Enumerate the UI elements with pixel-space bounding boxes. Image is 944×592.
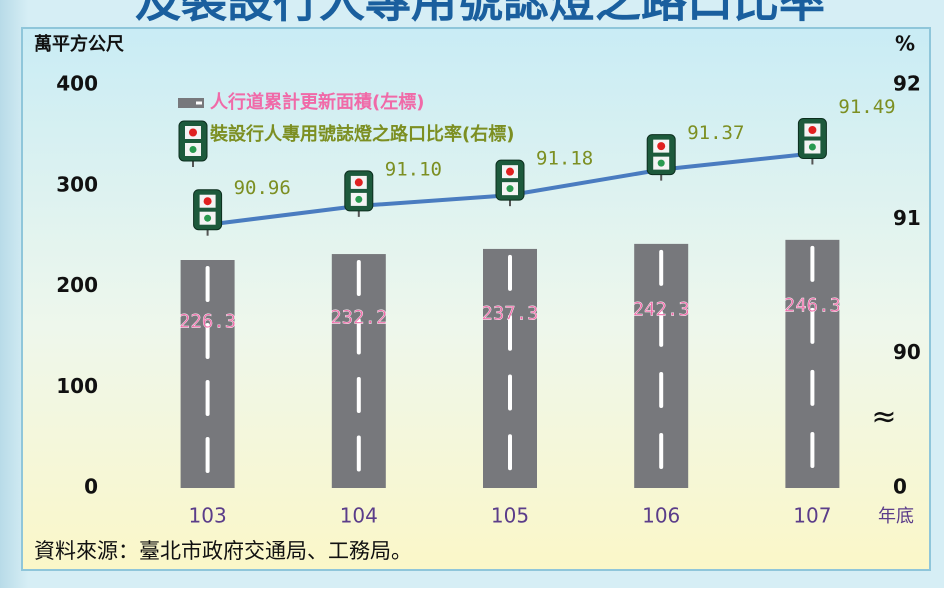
line-marker	[495, 159, 525, 207]
x-tick-label: 104	[340, 504, 378, 528]
y2-tick-label: 92	[893, 72, 921, 96]
line-value-label: 91.18	[536, 148, 593, 170]
y-axis-label: 萬平方公尺	[34, 33, 124, 55]
bar-value-label: 246.3	[784, 295, 841, 317]
icon-red-figure	[506, 167, 514, 176]
line-marker	[646, 134, 676, 181]
y2-tick-label: 90	[893, 340, 921, 364]
legend-swatch	[178, 98, 204, 108]
x-tick-label: 103	[189, 504, 227, 528]
x-tick-label: 106	[642, 504, 680, 528]
icon-green-figure	[506, 185, 514, 193]
icon-green-figure	[204, 214, 212, 222]
chart-title: 及裝設行人專用號誌燈之路口比率	[135, 0, 825, 28]
y2-tick-label: 0	[893, 475, 907, 499]
icon-red-figure	[354, 178, 363, 187]
line-marker	[797, 118, 827, 165]
line-value-label: 91.10	[385, 158, 442, 180]
y-tick-label: 0	[84, 475, 98, 499]
y2-axis-label: %	[895, 32, 915, 56]
panel	[21, 27, 931, 571]
icon-green-figure	[808, 143, 816, 151]
line-value-label: 90.96	[234, 177, 291, 199]
line-marker	[193, 189, 223, 236]
x-tick-label: 105	[491, 504, 529, 528]
bar-value-label: 242.3	[633, 299, 690, 321]
y-tick-label: 100	[56, 374, 98, 398]
icon-red-figure	[657, 142, 666, 151]
y2-tick-label: 91	[893, 206, 921, 230]
bar-value-label: 232.2	[330, 307, 387, 329]
bar-value-label: 226.3	[179, 311, 236, 333]
y-tick-label: 400	[56, 72, 98, 96]
legend-label: 裝設行人專用號誌燈之路口比率(右標)	[209, 123, 514, 145]
y-tick-label: 300	[56, 172, 98, 196]
icon-green-figure	[189, 146, 197, 153]
line-value-label: 91.37	[687, 122, 744, 144]
line-value-label: 91.49	[838, 96, 895, 118]
icon-red-figure	[808, 126, 817, 135]
x-tick-label: 107	[793, 504, 831, 528]
icon-green-figure	[657, 159, 665, 167]
axis-break: ≈	[871, 400, 896, 435]
icon-red-figure	[203, 197, 212, 206]
line-marker	[344, 170, 374, 217]
icon-green-figure	[355, 195, 363, 203]
x-axis-suffix: 年底	[878, 506, 914, 527]
legend-label: 人行道累計更新面積(左標)	[210, 91, 424, 113]
legend-swatch	[178, 120, 208, 167]
icon-red-figure	[189, 128, 197, 137]
source-note: 資料來源：臺北市政府交通局、工務局。	[34, 539, 412, 563]
y-tick-label: 200	[56, 273, 98, 297]
bar-value-label: 237.3	[481, 303, 538, 325]
